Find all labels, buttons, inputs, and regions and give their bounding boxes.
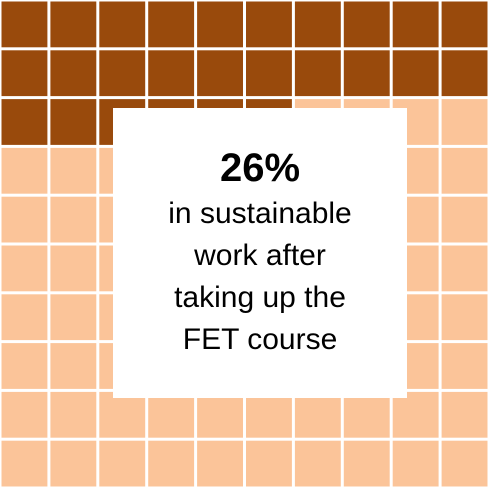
waffle-cell-highlighted xyxy=(148,50,195,97)
stat-caption-line-3: taking up the xyxy=(174,281,346,314)
waffle-cell-highlighted xyxy=(50,99,97,145)
waffle-cell xyxy=(441,245,488,292)
waffle-cell xyxy=(441,99,488,145)
waffle-cell xyxy=(441,196,488,243)
waffle-cell-highlighted xyxy=(441,50,488,97)
waffle-cell xyxy=(392,440,439,487)
waffle-cell xyxy=(50,440,97,487)
waffle-cell xyxy=(441,391,488,438)
waffle-cell xyxy=(50,147,97,194)
waffle-cell xyxy=(441,294,488,341)
waffle-cell-highlighted xyxy=(148,1,195,48)
waffle-cell xyxy=(246,440,292,487)
waffle-cell-highlighted xyxy=(50,50,97,97)
waffle-cell xyxy=(343,440,390,487)
waffle-cell xyxy=(99,391,146,438)
waffle-cell xyxy=(50,245,97,292)
stat-caption-line-2: work after xyxy=(194,239,326,272)
waffle-cell-highlighted xyxy=(246,50,292,97)
waffle-cell xyxy=(197,391,243,438)
waffle-cell xyxy=(294,440,341,487)
waffle-cell xyxy=(343,391,390,438)
waffle-cell xyxy=(1,196,48,243)
statistic-panel: 26% in sustainable work after taking up … xyxy=(113,108,407,398)
waffle-cell-highlighted xyxy=(246,1,292,48)
waffle-cell xyxy=(441,147,488,194)
waffle-cell-highlighted xyxy=(99,1,146,48)
waffle-cell xyxy=(441,343,488,389)
waffle-cell xyxy=(50,196,97,243)
waffle-cell-highlighted xyxy=(1,1,48,48)
waffle-cell xyxy=(441,440,488,487)
waffle-cell-highlighted xyxy=(441,1,488,48)
waffle-cell xyxy=(99,440,146,487)
stat-percentage: 26% xyxy=(219,146,301,190)
waffle-cell xyxy=(197,440,243,487)
waffle-cell xyxy=(50,294,97,341)
waffle-cell xyxy=(1,391,48,438)
waffle-cell-highlighted xyxy=(294,50,341,97)
waffle-cell xyxy=(148,391,195,438)
waffle-cell xyxy=(392,391,439,438)
waffle-cell-highlighted xyxy=(197,50,243,97)
waffle-cell xyxy=(246,391,292,438)
waffle-cell-highlighted xyxy=(197,1,243,48)
waffle-cell xyxy=(1,343,48,389)
stat-caption-line-4: FET course xyxy=(182,323,338,356)
waffle-cell-highlighted xyxy=(99,50,146,97)
waffle-cell-highlighted xyxy=(1,50,48,97)
waffle-cell xyxy=(1,245,48,292)
waffle-cell-highlighted xyxy=(294,1,341,48)
waffle-cell xyxy=(1,440,48,487)
waffle-cell-highlighted xyxy=(392,1,439,48)
waffle-cell-highlighted xyxy=(1,99,48,145)
waffle-cell xyxy=(1,294,48,341)
waffle-cell xyxy=(148,440,195,487)
waffle-cell-highlighted xyxy=(343,50,390,97)
waffle-cell-highlighted xyxy=(50,1,97,48)
waffle-cell xyxy=(50,391,97,438)
waffle-cell xyxy=(50,343,97,389)
waffle-cell-highlighted xyxy=(392,50,439,97)
waffle-cell xyxy=(1,147,48,194)
waffle-cell-highlighted xyxy=(343,1,390,48)
stat-caption-line-1: in sustainable xyxy=(168,197,352,230)
waffle-cell xyxy=(294,391,341,438)
